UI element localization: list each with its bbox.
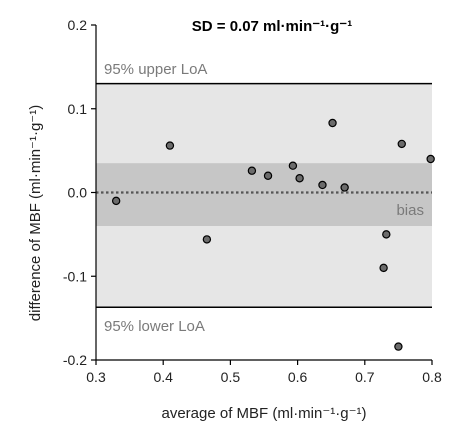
bands-layer [96, 83, 432, 308]
data-point [263, 171, 273, 180]
x-tick-label: 0.7 [355, 369, 375, 385]
data-point [397, 139, 406, 149]
data-point [165, 141, 175, 150]
points-layer [111, 118, 435, 351]
x-tick-label: 0.8 [422, 369, 442, 385]
y-tick-label: 0.0 [68, 185, 88, 201]
labels-layer: SD = 0.07 ml·min⁻¹·g⁻¹ average of MBF (m… [27, 18, 424, 422]
y-tick-label: -0.1 [63, 268, 87, 284]
data-point [318, 180, 327, 190]
upper-loa-label: 95% upper LoA [104, 61, 207, 78]
data-point [340, 183, 349, 192]
x-axis-label: average of MBF (ml·min⁻¹·g⁻¹) [161, 405, 366, 422]
data-point [379, 263, 388, 273]
data-point [111, 196, 121, 206]
x-tick-label: 0.5 [221, 369, 241, 385]
bias-band [96, 163, 432, 226]
data-point [247, 166, 257, 175]
data-point [328, 118, 337, 128]
y-tick-label: 0.2 [68, 17, 88, 33]
data-point [394, 342, 403, 351]
lower-loa-label: 95% lower LoA [104, 318, 205, 335]
data-point [202, 235, 212, 244]
y-axis-label: difference of MBF (ml·min⁻¹·g⁻¹) [27, 105, 44, 321]
y-tick-label: -0.2 [63, 352, 87, 368]
data-point [382, 230, 391, 239]
data-point [426, 154, 435, 164]
x-tick-label: 0.4 [153, 369, 173, 385]
x-tick-label: 0.3 [86, 369, 106, 385]
x-tick-label: 0.6 [288, 369, 308, 385]
data-point [295, 174, 304, 183]
data-point [288, 161, 298, 170]
axes-layer: 0.3 0.4 0.5 0.6 0.7 0.8 -0.2 -0.1 0.0 0.1 0.2 [63, 17, 442, 385]
reference-lines-layer [96, 82, 432, 309]
chart-title: SD = 0.07 ml·min⁻¹·g⁻¹ [192, 18, 352, 35]
bias-label: bias [396, 202, 424, 219]
y-tick-label: 0.1 [68, 101, 88, 117]
